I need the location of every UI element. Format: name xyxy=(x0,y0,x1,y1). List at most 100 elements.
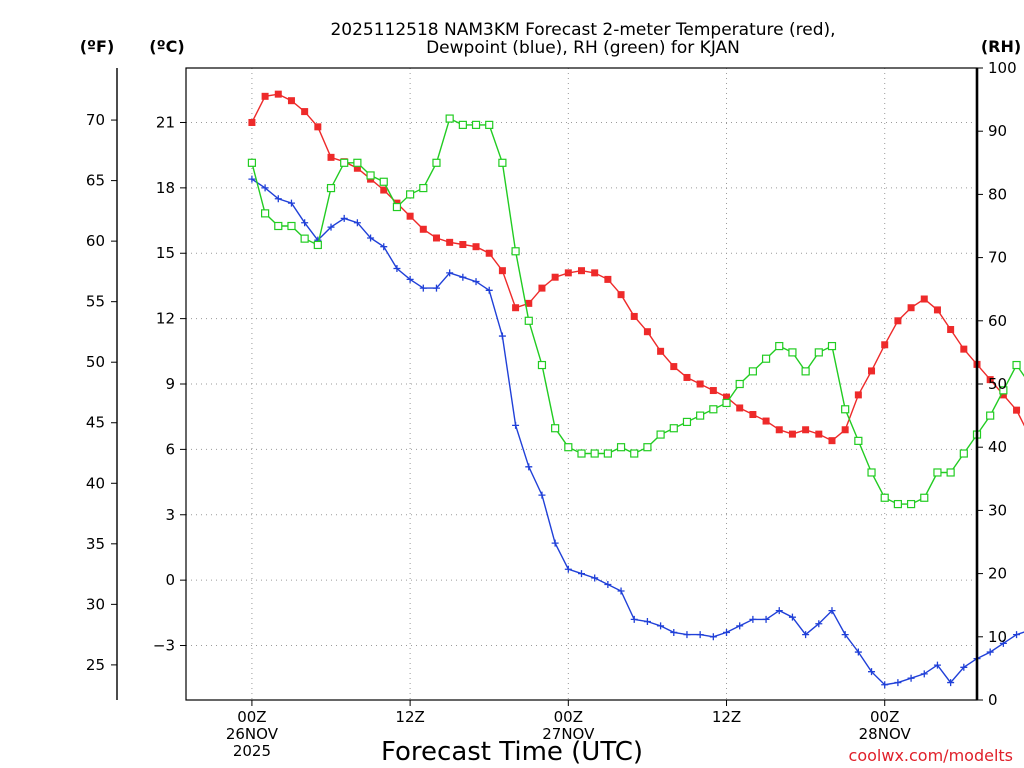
x-tick-label: 12Z xyxy=(712,708,741,726)
rh-point xyxy=(735,379,744,389)
rh-point xyxy=(485,120,494,129)
rh-point xyxy=(1012,360,1021,370)
dewpoint-point xyxy=(696,631,704,639)
rh-point xyxy=(445,114,454,123)
dewpoint-point xyxy=(868,668,876,676)
dewpoint-point xyxy=(960,663,968,671)
dewpoint-point xyxy=(933,661,941,669)
temperature-point xyxy=(762,417,770,425)
rh-point xyxy=(300,234,309,243)
rh-point xyxy=(920,493,929,502)
temperature-point xyxy=(670,363,678,371)
rh-point xyxy=(814,348,823,357)
fahrenheit-tick-label: 70 xyxy=(86,111,105,129)
dewpoint-point xyxy=(512,421,520,429)
rh-point xyxy=(432,158,441,167)
axis-layer: 211815129630−370656055504540353025100908… xyxy=(86,59,1017,760)
celsius-unit-label: (ºC) xyxy=(149,37,184,56)
rh-point xyxy=(511,247,520,256)
rh-point xyxy=(999,386,1008,395)
dewpoint-point xyxy=(815,620,823,628)
rh-point xyxy=(827,341,837,351)
dewpoint-point xyxy=(986,648,994,656)
temperature-point xyxy=(986,376,994,384)
celsius-tick-label: 12 xyxy=(156,310,175,328)
dewpoint-point xyxy=(551,539,559,547)
x-tick-label: 27NOV xyxy=(542,725,595,743)
rh-point xyxy=(709,405,718,414)
rh-point xyxy=(630,449,639,458)
dewpoint-point xyxy=(617,587,625,595)
rh-point xyxy=(669,424,678,433)
celsius-tick-label: 3 xyxy=(165,506,175,524)
dewpoint-point xyxy=(261,184,269,192)
rh-point xyxy=(682,417,692,427)
rh-point xyxy=(287,221,296,231)
dewpoint-point xyxy=(854,648,862,656)
x-tick-label: 28NOV xyxy=(859,725,912,743)
dewpoint-point xyxy=(248,175,256,183)
series-layer xyxy=(247,90,1024,689)
temperature-point xyxy=(854,391,862,399)
series-line xyxy=(251,93,1024,442)
rh-point xyxy=(946,468,955,477)
rh-tick-label: 70 xyxy=(988,249,1007,267)
rh-point xyxy=(656,430,665,439)
dewpoint-point xyxy=(340,214,348,222)
dewpoint-point xyxy=(802,631,810,639)
temperature-point xyxy=(920,295,928,303)
x-tick-label: 00Z xyxy=(870,708,899,726)
temperature-point xyxy=(287,97,295,105)
dewpoint-point xyxy=(380,243,388,251)
dewpoint-point xyxy=(683,631,691,639)
x-tick-label: 00Z xyxy=(237,708,266,726)
rh-point xyxy=(880,493,889,502)
temperature-point xyxy=(709,387,717,395)
temperature-point xyxy=(643,328,651,336)
dewpoint-point xyxy=(287,199,295,207)
dewpoint-point xyxy=(525,463,533,471)
temperature-point xyxy=(683,373,691,381)
temperature-point xyxy=(498,267,506,275)
fahrenheit-tick-label: 55 xyxy=(86,293,105,311)
temperature-point xyxy=(775,426,783,434)
temperature-point xyxy=(485,249,493,257)
fahrenheit-tick-label: 50 xyxy=(86,353,105,371)
rh-point xyxy=(590,449,599,458)
temperature-point xyxy=(551,273,559,281)
x-axis-title: Forecast Time (UTC) xyxy=(381,737,643,767)
dewpoint-point xyxy=(920,670,928,678)
dewpoint-point xyxy=(591,574,599,582)
fahrenheit-tick-label: 60 xyxy=(86,232,105,250)
dewpoint-point xyxy=(485,286,493,294)
rh-point xyxy=(616,443,626,452)
celsius-tick-label: 0 xyxy=(165,571,175,589)
rh-point xyxy=(603,449,612,458)
dewpoint-point xyxy=(419,284,427,292)
dewpoint-point xyxy=(1013,631,1021,639)
credit-link[interactable]: coolwx.com/modelts xyxy=(849,746,1013,765)
dewpoint-point xyxy=(894,679,902,687)
x-tick-label: 00Z xyxy=(554,708,583,726)
rh-point xyxy=(933,468,942,477)
rh-tick-label: 40 xyxy=(988,438,1007,456)
dewpoint-point xyxy=(472,278,480,286)
temperature-point xyxy=(578,267,585,275)
temperature-point xyxy=(406,212,414,220)
dewpoint-point xyxy=(353,219,361,227)
temperature-point xyxy=(736,404,744,412)
dewpoint-point xyxy=(538,491,546,499)
dewpoint-point xyxy=(709,633,717,641)
dewpoint-point xyxy=(723,628,731,636)
dewpoint-point xyxy=(828,607,836,615)
dewpoint-point xyxy=(841,631,849,639)
temperature-point xyxy=(353,164,361,172)
temperature-point xyxy=(261,92,269,100)
temperature-point xyxy=(947,326,955,334)
dewpoint-point xyxy=(881,681,889,689)
rh-tick-label: 30 xyxy=(988,501,1007,519)
rh-point xyxy=(392,202,402,212)
rh-point xyxy=(906,499,916,509)
rh-point xyxy=(761,354,771,363)
fahrenheit-tick-label: 65 xyxy=(86,172,105,190)
